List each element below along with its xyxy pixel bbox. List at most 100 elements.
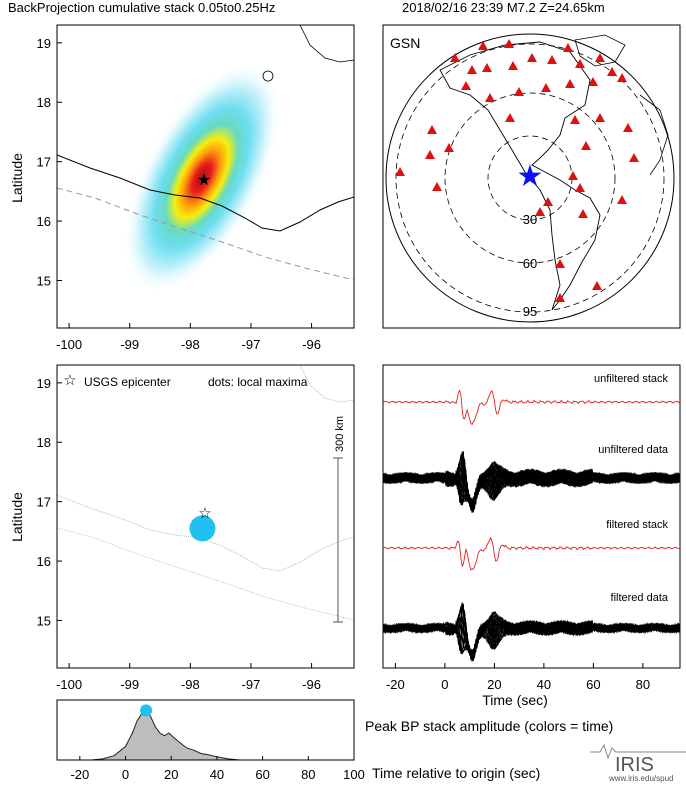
ring-label-30: 30 <box>523 212 537 227</box>
x-tick-label: -100 <box>56 677 82 692</box>
waveform-trace <box>383 613 680 658</box>
x-tick-label: -97 <box>242 337 261 352</box>
label-filtered-stack: filtered stack <box>606 519 668 531</box>
peak-amplitude-area <box>57 709 354 761</box>
greenland-outline <box>574 34 626 67</box>
station-triangle <box>427 125 437 134</box>
waveform-trace <box>383 611 680 660</box>
waveform-trace <box>383 613 680 658</box>
waveform-trace <box>383 460 680 511</box>
station-triangle <box>629 153 639 162</box>
bp-stack-frame <box>56 24 355 329</box>
y-tick-label: 16 <box>37 214 51 229</box>
station-triangle <box>505 113 515 122</box>
peak-amplitude-xlabel: Time relative to origin (sec) <box>372 765 540 781</box>
waveform-trace <box>383 606 680 662</box>
station-triangle <box>595 53 605 62</box>
station-triangle <box>563 43 573 52</box>
x-tick-label: -96 <box>302 677 321 692</box>
local-maxima-frame <box>56 364 355 669</box>
x-tick-label: -99 <box>120 337 139 352</box>
station-triangle <box>565 79 575 88</box>
gulf-coast <box>299 25 354 63</box>
peak-marker <box>140 704 153 717</box>
station-triangle <box>527 53 537 62</box>
iris-logo: IRIS www.iris.edu/spud <box>590 743 686 783</box>
station-triangle <box>444 143 454 152</box>
figure-title: BackProjection cumulative stack 0.05to0.… <box>8 0 275 15</box>
x-tick-label: -100 <box>56 337 82 352</box>
waveform-trace <box>383 464 680 511</box>
station-triangle <box>575 183 585 192</box>
horizon-circle <box>385 33 675 323</box>
x-tick-label: 80 <box>301 767 315 782</box>
label-unfiltered-stack: unfiltered stack <box>594 373 668 385</box>
y-tick-label: 17 <box>37 495 51 510</box>
waveform-trace <box>383 460 680 512</box>
waveform-trace <box>383 612 680 660</box>
station-triangle <box>541 83 551 92</box>
y-tick-label: 19 <box>37 376 51 391</box>
x-tick-label: 100 <box>343 767 365 782</box>
peak-amplitude-title: Peak BP stack amplitude (colors = time) <box>365 718 613 734</box>
waveform-trace <box>383 389 680 426</box>
bp-stack-ylabel: Latitude <box>9 153 25 203</box>
continent-outline <box>439 41 601 311</box>
legend-star-icon: ☆ <box>63 372 76 389</box>
ring-label-60: 60 <box>523 256 537 271</box>
station-triangle <box>555 259 565 268</box>
network-label: GSN <box>390 35 420 51</box>
y-tick-label: 17 <box>37 155 51 170</box>
x-tick-label: 60 <box>586 677 600 692</box>
station-map-frame <box>382 24 681 329</box>
x-tick-label: -99 <box>120 677 139 692</box>
station-triangle <box>504 39 514 48</box>
station-triangle <box>467 65 477 74</box>
bp-stack-panel: -100 -99 -98 -97 -96 19 18 17 16 15 ★ Latitude <box>9 24 355 352</box>
waveform-trace <box>383 458 680 511</box>
x-tick-label: 80 <box>636 677 650 692</box>
logo-text: IRIS <box>615 754 654 776</box>
station-triangle <box>547 55 557 64</box>
local-maxima-panel: -100 -99 -98 -97 -96 19 18 17 16 15 ☆ USGS epicen… <box>9 364 355 692</box>
waveform-trace <box>383 608 680 661</box>
station-triangle <box>607 67 617 76</box>
station-triangle <box>478 41 488 50</box>
y-tick-label: 15 <box>37 273 51 288</box>
y-tick-label: 18 <box>37 435 51 450</box>
trench-line <box>57 187 354 281</box>
legend-epicenter: USGS epicenter <box>84 375 171 389</box>
europe-outline <box>639 94 669 176</box>
trench-line-c <box>57 527 354 621</box>
station-triangle <box>543 197 553 206</box>
scale-bar <box>333 457 343 623</box>
station-triangle <box>575 59 585 68</box>
station-triangle <box>581 141 591 150</box>
seismogram-squiggle <box>590 743 686 760</box>
y-tick-label: 15 <box>37 613 51 628</box>
station-triangle <box>461 81 471 90</box>
label-filtered-data: filtered data <box>611 592 669 604</box>
station-triangle <box>555 293 565 302</box>
gulf-coast-c <box>299 365 354 403</box>
y-tick-label: 18 <box>37 95 51 110</box>
station-triangle <box>588 77 598 86</box>
waveform-trace <box>383 607 680 661</box>
station-triangle <box>617 195 627 204</box>
x-tick-label: -98 <box>181 337 200 352</box>
waveform-trace <box>383 607 680 661</box>
x-tick-label: 0 <box>441 677 448 692</box>
x-tick-label: 0 <box>122 767 129 782</box>
waveform-trace <box>383 536 680 571</box>
station-triangle <box>485 93 495 102</box>
peak-amplitude-panel: -20 0 20 40 60 80 100 Peak BP stack amplitude … <box>56 699 613 782</box>
x-tick-label: -20 <box>386 677 405 692</box>
station-triangle <box>514 87 524 96</box>
x-tick-label: -98 <box>181 677 200 692</box>
waveforms-xlabel: Time (sec) <box>482 692 548 708</box>
station-triangle <box>595 113 605 122</box>
x-tick-label: 40 <box>537 677 551 692</box>
station-triangle <box>482 63 492 72</box>
waveform-trace <box>383 459 680 511</box>
